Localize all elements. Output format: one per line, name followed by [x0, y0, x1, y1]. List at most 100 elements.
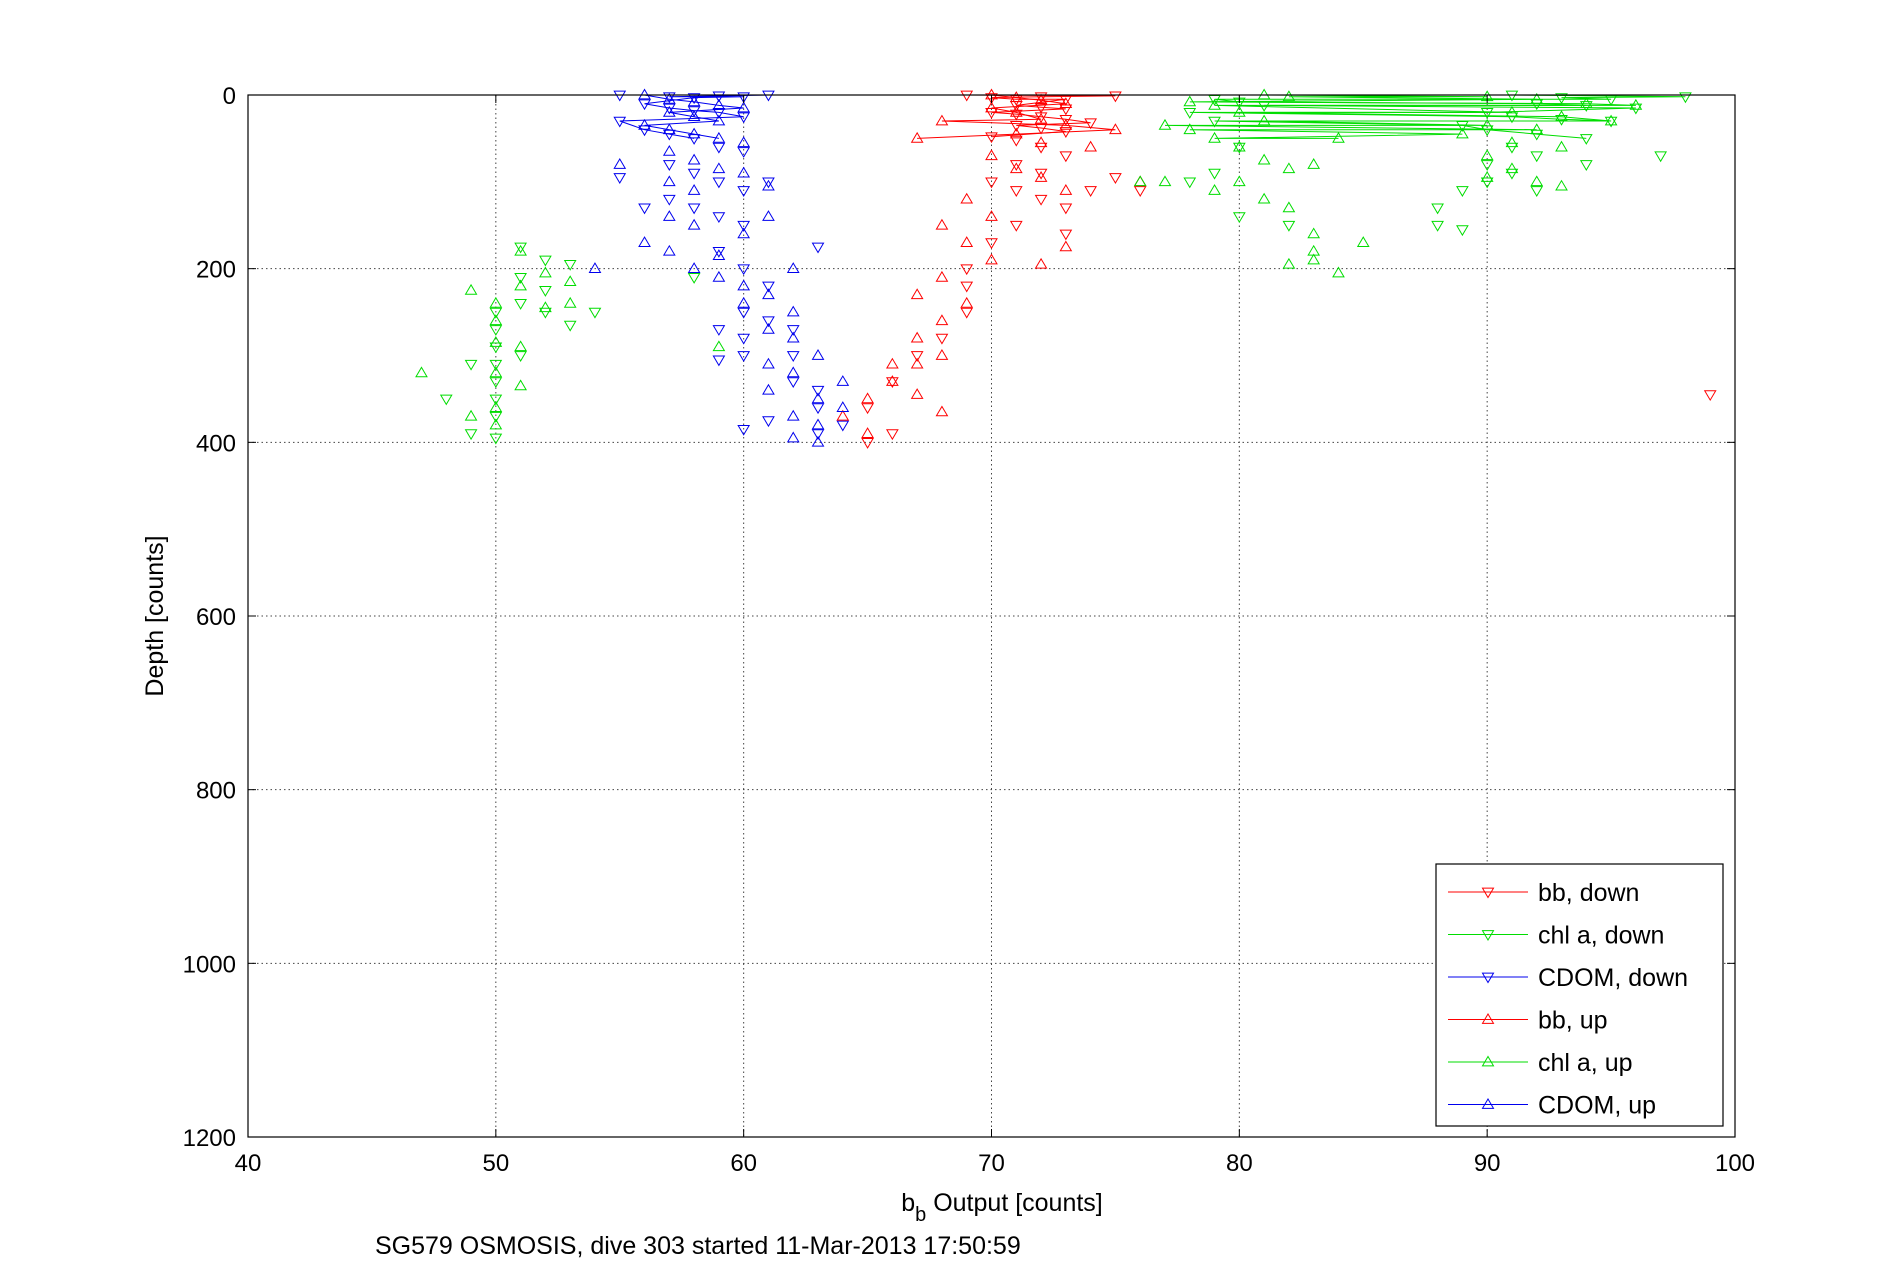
- data-point: [712, 91, 726, 103]
- series-group: [588, 88, 850, 447]
- data-point: [811, 392, 825, 404]
- data-point: [985, 238, 998, 250]
- grid-layer: [248, 95, 1735, 1137]
- data-point: [464, 409, 478, 421]
- data-point: [910, 357, 924, 369]
- data-point: [613, 116, 627, 128]
- data-point: [1505, 162, 1519, 174]
- data-point: [737, 351, 751, 362]
- data-point: [960, 192, 974, 204]
- y-tick-label: 0: [223, 83, 236, 110]
- data-point: [1133, 175, 1147, 187]
- data-point: [762, 288, 775, 300]
- data-point: [687, 95, 701, 107]
- data-point: [1480, 160, 1494, 171]
- data-point: [662, 194, 676, 206]
- data-point: [737, 264, 751, 276]
- data-point: [662, 123, 676, 135]
- data-point: [687, 110, 701, 122]
- x-axis-label-rest: Output [counts]: [926, 1189, 1103, 1217]
- data-point: [910, 388, 924, 399]
- data-point: [1480, 171, 1494, 182]
- data-point: [885, 429, 899, 441]
- data-point: [687, 168, 701, 180]
- data-point: [712, 246, 726, 258]
- data-point: [1232, 175, 1246, 187]
- data-point: [1530, 129, 1544, 141]
- data-point: [1109, 173, 1122, 184]
- data-point: [1059, 229, 1073, 241]
- data-point: [786, 409, 800, 421]
- data-point: [712, 114, 726, 126]
- data-point: [539, 307, 552, 319]
- legend-label: chl a, up: [1538, 1049, 1633, 1077]
- data-point: [489, 359, 503, 371]
- data-point: [563, 320, 577, 332]
- data-point: [464, 359, 478, 371]
- data-point: [539, 266, 552, 278]
- data-layer: [415, 88, 1717, 449]
- data-point: [935, 314, 949, 326]
- data-point: [687, 93, 701, 105]
- data-point: [861, 392, 874, 404]
- data-point: [712, 212, 726, 224]
- data-point: [836, 420, 850, 432]
- data-point: [737, 220, 751, 232]
- data-point: [811, 349, 825, 360]
- y-tick-label: 800: [196, 778, 236, 805]
- data-point: [1034, 93, 1048, 105]
- data-point: [836, 401, 850, 412]
- data-point: [687, 273, 701, 284]
- data-point: [1456, 186, 1469, 198]
- data-point: [1009, 186, 1023, 198]
- data-point: [786, 351, 800, 362]
- data-point: [1604, 116, 1618, 128]
- data-point: [1456, 127, 1469, 139]
- data-point: [1579, 97, 1593, 109]
- legend-items: bb, down chl a, down CDOM, down bb, up chl a…: [1448, 879, 1688, 1120]
- data-point: [985, 177, 998, 189]
- series-line: [917, 94, 1116, 139]
- data-point: [1555, 179, 1568, 191]
- data-point: [1530, 92, 1544, 104]
- data-point: [1059, 114, 1073, 126]
- data-point: [1208, 116, 1221, 128]
- data-point: [1009, 105, 1023, 117]
- y-tick-label: 1000: [183, 951, 236, 978]
- data-point: [1579, 160, 1593, 171]
- data-point: [861, 403, 874, 415]
- data-point: [737, 333, 751, 345]
- data-point: [489, 314, 503, 326]
- data-point: [687, 262, 701, 274]
- legend-marker: [1481, 1098, 1495, 1109]
- data-point: [1480, 177, 1494, 189]
- data-point: [1456, 225, 1469, 237]
- data-point: [1034, 136, 1048, 148]
- data-point: [1084, 186, 1098, 198]
- data-point: [1109, 91, 1122, 103]
- x-axis-label-base: b: [901, 1189, 915, 1217]
- data-point: [1307, 253, 1321, 265]
- data-point: [1208, 168, 1221, 180]
- data-point: [1232, 140, 1246, 152]
- data-point: [712, 249, 726, 260]
- series-group: [861, 90, 1717, 449]
- data-point: [786, 325, 800, 336]
- x-axis-label: bb Output [counts]: [901, 1189, 1103, 1226]
- data-point: [1282, 162, 1296, 174]
- data-point: [910, 331, 924, 343]
- data-point: [1604, 114, 1618, 126]
- data-point: [935, 114, 949, 126]
- data-point: [1530, 186, 1544, 198]
- data-point: [514, 279, 527, 291]
- data-point: [662, 175, 676, 187]
- data-point: [960, 281, 974, 293]
- series-group: [415, 88, 1643, 430]
- data-point: [1480, 118, 1494, 130]
- data-point: [1257, 114, 1271, 126]
- x-tick-label: 40: [235, 1150, 262, 1177]
- data-point: [1579, 134, 1593, 145]
- y-axis-label: Depth [counts]: [141, 535, 169, 696]
